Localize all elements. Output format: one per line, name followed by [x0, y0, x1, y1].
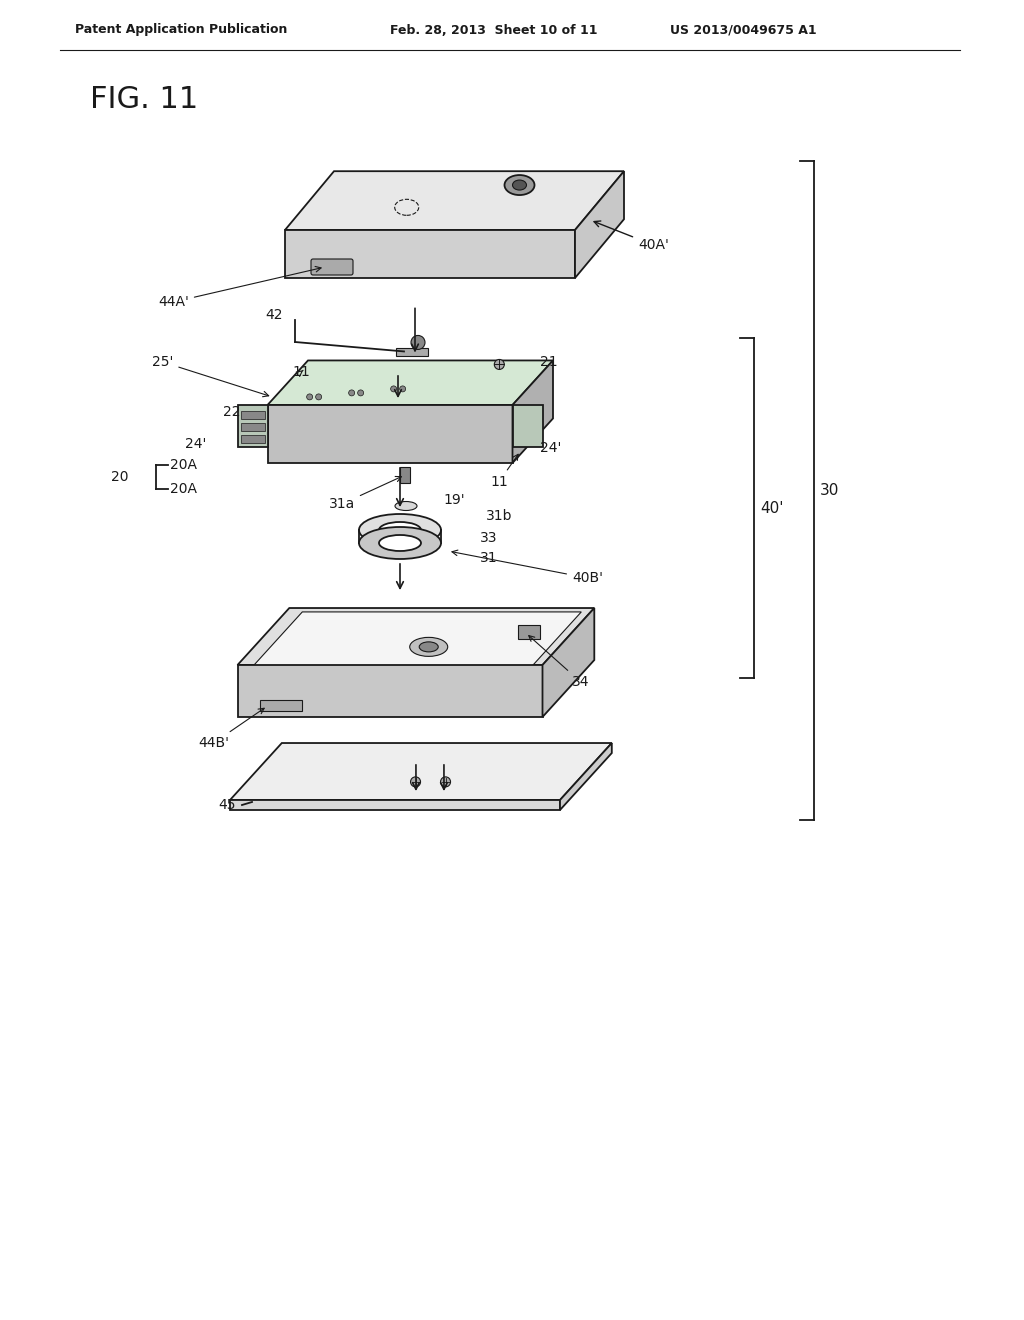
Bar: [241, 422, 264, 430]
Text: Patent Application Publication: Patent Application Publication: [75, 24, 288, 37]
Ellipse shape: [359, 513, 441, 546]
Circle shape: [315, 393, 322, 400]
Polygon shape: [238, 609, 594, 665]
Polygon shape: [251, 612, 582, 669]
Ellipse shape: [379, 521, 421, 539]
Text: 31b: 31b: [486, 510, 512, 523]
Bar: [512, 405, 543, 446]
Text: 21: 21: [540, 355, 558, 370]
Ellipse shape: [512, 180, 526, 190]
Bar: [518, 624, 540, 639]
Text: 44A': 44A': [158, 267, 322, 309]
Circle shape: [411, 335, 425, 350]
Text: 11: 11: [490, 454, 518, 488]
Polygon shape: [285, 230, 575, 279]
Bar: [241, 411, 264, 418]
Bar: [238, 405, 267, 446]
Text: US 2013/0049675 A1: US 2013/0049675 A1: [670, 24, 816, 37]
Text: FIG. 11: FIG. 11: [90, 86, 199, 115]
Text: 24': 24': [185, 437, 207, 451]
Text: 22: 22: [223, 405, 241, 418]
Text: 20: 20: [111, 470, 128, 484]
Text: 44B': 44B': [198, 709, 264, 750]
Circle shape: [411, 777, 421, 787]
Circle shape: [399, 385, 406, 392]
Text: 24': 24': [540, 441, 561, 455]
Ellipse shape: [379, 535, 421, 550]
Ellipse shape: [395, 502, 417, 511]
Ellipse shape: [359, 527, 441, 558]
Text: 20A: 20A: [170, 482, 197, 496]
Polygon shape: [238, 665, 543, 717]
FancyBboxPatch shape: [311, 259, 353, 275]
Ellipse shape: [394, 199, 419, 215]
Text: 19': 19': [443, 492, 465, 507]
Text: 45: 45: [218, 799, 236, 812]
Polygon shape: [560, 743, 611, 810]
Ellipse shape: [419, 642, 438, 652]
Text: 30: 30: [820, 483, 840, 498]
Polygon shape: [267, 405, 512, 463]
Ellipse shape: [505, 176, 535, 195]
Circle shape: [390, 385, 396, 392]
Circle shape: [348, 389, 354, 396]
Text: 25': 25': [152, 355, 268, 397]
Circle shape: [357, 389, 364, 396]
Polygon shape: [285, 172, 624, 230]
Ellipse shape: [410, 638, 447, 656]
Polygon shape: [575, 172, 624, 279]
Bar: [400, 467, 410, 483]
Bar: [396, 348, 428, 356]
Polygon shape: [512, 360, 553, 463]
Bar: [241, 434, 264, 442]
Circle shape: [440, 777, 451, 787]
Polygon shape: [267, 360, 553, 405]
Text: 20A: 20A: [170, 458, 197, 473]
Text: 40': 40': [760, 500, 783, 516]
Text: 31a: 31a: [329, 477, 401, 511]
Circle shape: [495, 359, 504, 370]
Text: 11: 11: [292, 366, 309, 379]
Text: 33: 33: [480, 531, 498, 545]
Circle shape: [306, 393, 312, 400]
Text: 40A': 40A': [594, 220, 669, 252]
Text: 40B': 40B': [452, 550, 603, 585]
Bar: [259, 700, 301, 711]
Polygon shape: [230, 743, 611, 800]
Text: 34: 34: [528, 636, 590, 689]
Text: 42: 42: [265, 308, 283, 322]
Polygon shape: [543, 609, 594, 717]
Text: Feb. 28, 2013  Sheet 10 of 11: Feb. 28, 2013 Sheet 10 of 11: [390, 24, 597, 37]
Polygon shape: [230, 800, 560, 810]
Text: 31: 31: [480, 550, 498, 565]
